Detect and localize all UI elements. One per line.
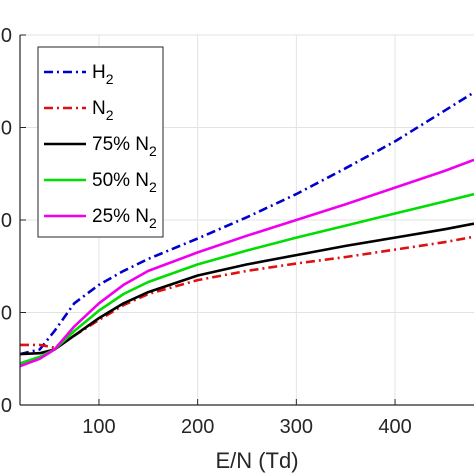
legend-label-1: H2: [92, 62, 114, 87]
y-tick-label: 0: [1, 395, 12, 417]
series-line-3: [19, 222, 474, 356]
legend-box: [37, 46, 164, 238]
y-tick-label: 0: [1, 25, 12, 47]
x-axis-label: E/N (Td): [215, 448, 298, 473]
series-line-5: [19, 158, 474, 368]
y-tick-label: 0: [1, 210, 12, 232]
legend-label-4: 50% N2: [92, 170, 157, 195]
x-tick-label: 400: [378, 416, 411, 438]
y-ticks: 0 0 0 0 0: [1, 25, 26, 417]
legend-label-2: N2: [92, 98, 114, 123]
y-tick-label: 0: [1, 303, 12, 325]
legend-label-3: 75% N2: [92, 134, 157, 159]
y-tick-label: 0: [1, 118, 12, 140]
x-tick-label: 100: [82, 416, 115, 438]
x-ticks: 100 200 300 400: [82, 399, 412, 438]
series-lines: [19, 91, 474, 368]
x-tick-label: 200: [181, 416, 214, 438]
series-line-1: [19, 91, 474, 356]
legend: H2 N2 75% N2 50% N2 25% N2: [37, 46, 164, 238]
x-tick-label: 300: [280, 416, 313, 438]
legend-label-5: 25% N2: [92, 206, 157, 231]
